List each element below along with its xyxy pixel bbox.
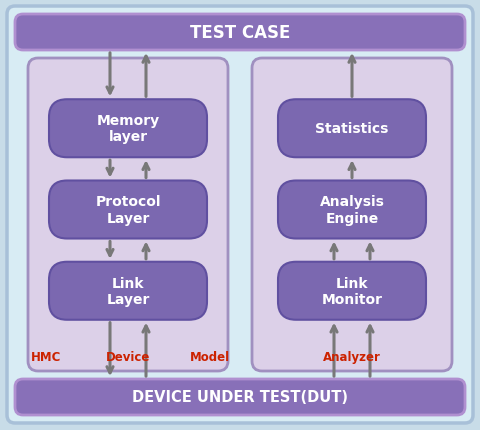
Text: DEVICE UNDER TEST(DUT): DEVICE UNDER TEST(DUT) [132,390,348,405]
FancyBboxPatch shape [278,100,426,158]
FancyBboxPatch shape [15,15,465,51]
Text: Link
Layer: Link Layer [106,276,150,306]
FancyBboxPatch shape [7,7,473,423]
Text: TEST CASE: TEST CASE [190,24,290,42]
Text: Memory
layer: Memory layer [96,114,159,144]
FancyBboxPatch shape [28,59,228,371]
Text: Protocol
Layer: Protocol Layer [95,195,161,225]
FancyBboxPatch shape [49,262,207,320]
FancyBboxPatch shape [49,181,207,239]
FancyBboxPatch shape [252,59,452,371]
Text: Analysis
Engine: Analysis Engine [320,195,384,225]
Text: Analyzer: Analyzer [323,351,381,364]
Text: Device: Device [106,351,150,364]
Text: Statistics: Statistics [315,122,389,136]
Text: HMC: HMC [31,351,61,364]
FancyBboxPatch shape [49,100,207,158]
FancyBboxPatch shape [15,379,465,415]
Text: Model: Model [190,351,230,364]
Text: Link
Monitor: Link Monitor [322,276,383,306]
FancyBboxPatch shape [278,181,426,239]
FancyBboxPatch shape [278,262,426,320]
